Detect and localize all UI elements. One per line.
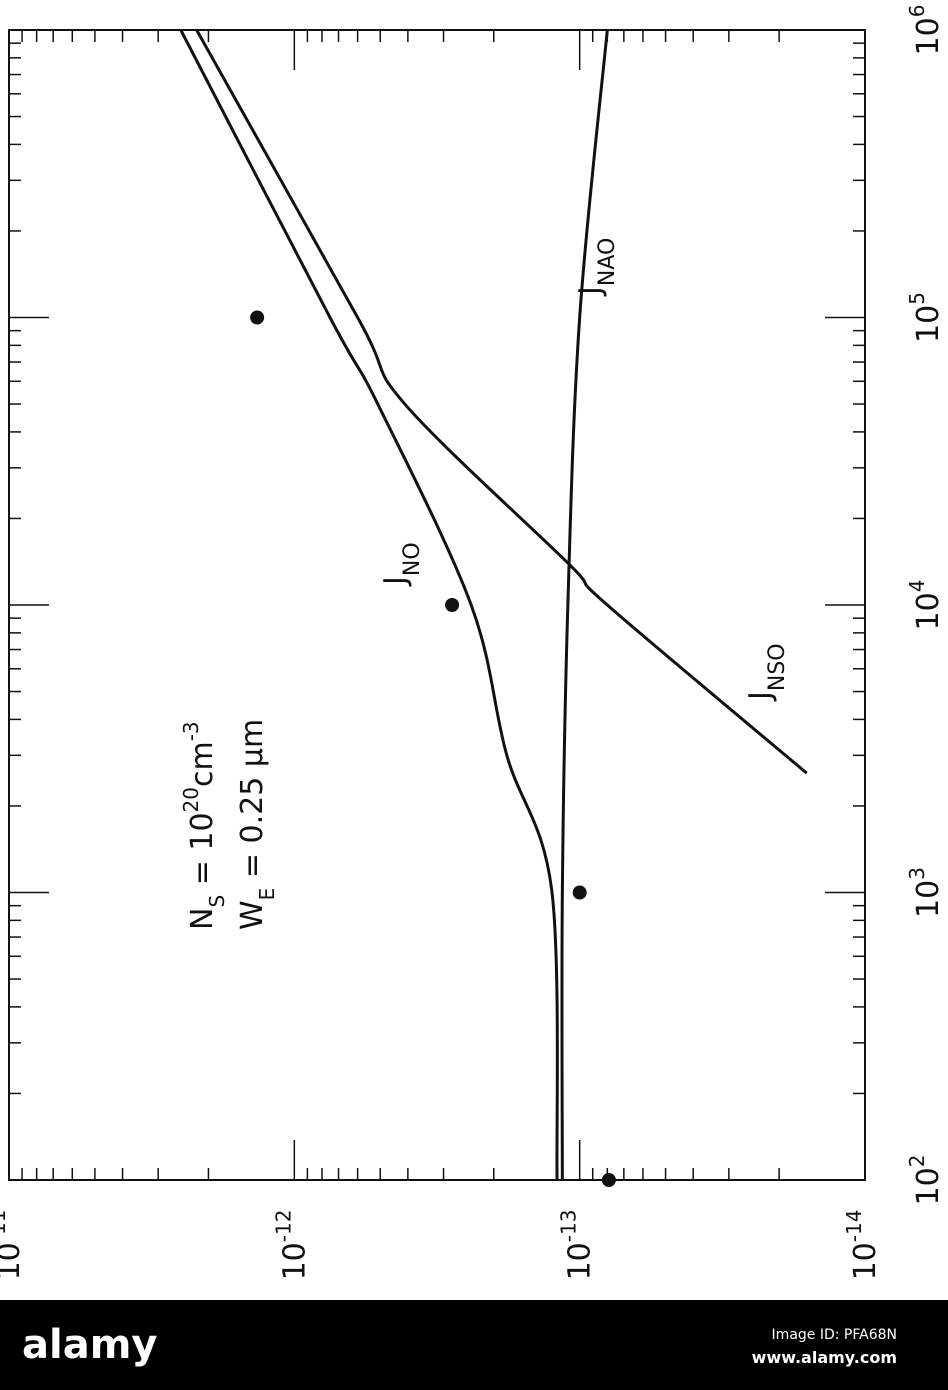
tick-label-base: 10 [911, 592, 946, 630]
data-point [572, 885, 587, 900]
tick-label-base: 10 [911, 1167, 946, 1205]
tick-label-exponent: -13 [557, 1210, 581, 1243]
y-tick-label: 10-14 [842, 1210, 883, 1281]
y-tick-label: 10-11 [0, 1210, 27, 1281]
x-tick-label: 103 [905, 867, 946, 918]
plot-frame [8, 29, 866, 1181]
y-tick-label: 10-13 [557, 1210, 598, 1281]
series-line-j-nao [560, 29, 609, 1181]
annotation-we-unit: μm [235, 719, 270, 767]
series-label-sub: NSO [765, 643, 790, 691]
annotation-ns-unit: cm [185, 741, 220, 787]
series-label: JNO [378, 542, 425, 587]
data-point [250, 310, 265, 325]
x-tick-label: 106 [905, 5, 946, 56]
banner: alamy Image ID: PFA68N www.alamy.com [0, 1300, 948, 1390]
x-tick-label: 105 [905, 292, 946, 343]
tick-label-exponent: 2 [905, 1155, 929, 1168]
annotation-we-eq: = 0.25 [235, 767, 270, 888]
series-label-sub: NAO [595, 238, 620, 286]
annotation-ns: NS = 1020cm-3 [179, 721, 229, 930]
annotation-ns-sub: S [205, 895, 229, 908]
series-label-main: J [743, 691, 778, 702]
tick-label-base: 10 [277, 1242, 312, 1280]
tick-label-exponent: 3 [905, 867, 929, 880]
series-label-main: J [378, 576, 413, 587]
annotation-ns-unit_sup: -3 [179, 721, 203, 741]
series-line-j-nso [195, 29, 808, 775]
tick-label-base: 10 [911, 880, 946, 918]
annotation-ns-main: N [185, 908, 220, 930]
annotation-we: WE = 0.25 μm [235, 719, 279, 930]
chart: 10210310410510610-1110-1210-1310-14JNOJN… [0, 5, 946, 1281]
annotation-ns-sup: 20 [179, 787, 203, 812]
series-line-j-no [179, 29, 559, 1181]
tick-label-base: 10 [563, 1242, 598, 1280]
x-tick-label: 102 [905, 1155, 946, 1206]
tick-label-exponent: -14 [842, 1210, 866, 1243]
image-id: Image ID: PFA68N [772, 1327, 897, 1343]
tick-label-exponent: 6 [905, 5, 929, 18]
series-label-sub: NO [400, 542, 425, 576]
y-tick-label: 10-12 [271, 1210, 312, 1281]
tick-label-base: 10 [911, 17, 946, 55]
data-point [445, 598, 460, 612]
series-label: JNAO [573, 238, 620, 297]
tick-label-exponent: -11 [0, 1210, 10, 1243]
tick-label-exponent: 5 [905, 292, 929, 305]
annotation-we-main: W [235, 900, 270, 930]
x-tick-label: 104 [905, 580, 946, 631]
tick-label-base: 10 [848, 1242, 883, 1280]
tick-label-base: 10 [911, 305, 946, 343]
series-label: JNSO [743, 643, 790, 702]
series-label-main: J [573, 286, 608, 297]
annotation-ns-eq: = 10 [185, 812, 220, 894]
alamy-logo: alamy [22, 1322, 157, 1368]
data-point [601, 1173, 616, 1187]
tick-label-exponent: 4 [905, 580, 929, 593]
banner-url: www.alamy.com [752, 1348, 897, 1367]
tick-label-exponent: -12 [271, 1210, 295, 1243]
annotation-we-sub: E [255, 888, 279, 901]
tick-label-base: 10 [0, 1242, 27, 1280]
